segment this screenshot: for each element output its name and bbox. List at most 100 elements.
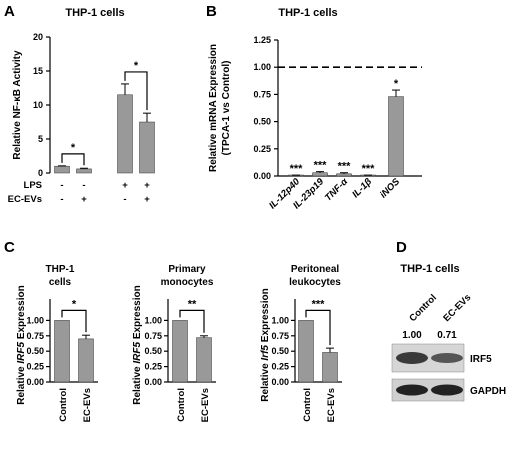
panel-c-y-tick-label: 0.25	[271, 362, 289, 372]
panel-c-y-tick-label: 0.50	[26, 346, 44, 356]
gapdh-band-label: GAPDH	[470, 386, 506, 397]
panel-c-y-label-gene: IRF5	[16, 342, 27, 364]
panel-c-y-label-pre: Relative	[16, 364, 27, 405]
irf5-band-control	[396, 352, 428, 364]
panel-a-condition-mark: -	[60, 180, 63, 191]
panel-a-y-tick-label: 20	[33, 32, 43, 42]
panel-b-x-tick-label: iNOS	[378, 176, 403, 201]
panel-c-y-tick-label: 0.25	[144, 362, 162, 372]
panel-c-y-tick-label: 0.50	[144, 346, 162, 356]
panel-d-lane-ec-evs: EC-EVs	[441, 292, 473, 324]
panel-b-y-axis-label-2: (TPCA-1 vs Control)	[221, 61, 232, 156]
panel-c-title: THP-1	[46, 264, 75, 275]
panel-b-bar	[312, 172, 328, 177]
panel-c-significance-bracket	[305, 309, 331, 346]
panel-c-y-label-post: Expression	[132, 285, 143, 342]
panel-c-y-tick-label: 0.00	[271, 377, 289, 387]
panel-c-bar	[298, 320, 314, 383]
panel-a-condition-mark: +	[144, 180, 150, 191]
panel-c-title: Peritoneal	[291, 264, 340, 275]
panel-c-y-label-pre: Relative	[260, 361, 271, 402]
panel-a-title: THP-1 cells	[65, 7, 124, 19]
panel-a-condition-mark: -	[82, 180, 85, 191]
panel-a-letter: A	[4, 3, 15, 20]
panel-b-y-tick-label: 0.00	[253, 171, 271, 181]
panel-c-peritoneal-leukocytes: Peritoneal leukocytes Relative Irf5 Expres…	[260, 264, 342, 422]
panel-a-conditions: LPS - - + + EC-EVs - + - +	[8, 180, 151, 205]
panel-d-quant-ec-evs: 0.71	[437, 330, 457, 341]
panel-a-significance-bracket	[61, 153, 85, 166]
panel-c-bar	[78, 338, 94, 383]
panel-a-bar	[54, 165, 70, 174]
panel-a-y-axis-label: Relative NF-κB Activity	[12, 50, 23, 160]
panel-a-significance-star: *	[71, 142, 76, 154]
panel-b-bars: ***IL-12p40***IL-23p19***TNF-α***IL-1β*i…	[267, 78, 404, 211]
panel-a-y-tick-label: 10	[33, 100, 43, 110]
panel-c-x-tick-label: EC-EVs	[82, 388, 93, 422]
panel-b-x-tick-label: TNF-α	[323, 176, 351, 204]
panel-c-primary-monocytes: Primary monocytes Relative IRF5 Expression…	[132, 264, 216, 422]
panel-c-y-tick-label: 0.50	[271, 346, 289, 356]
panel-b-significance-star: ***	[290, 163, 304, 175]
panel-c-y-tick-label: 1.00	[144, 315, 162, 325]
panel-a: A THP-1 cells Relative NF-κB Activity 0 5…	[4, 3, 155, 205]
panel-a-bar	[76, 168, 92, 174]
gapdh-band-ec-evs	[431, 384, 463, 396]
panel-b-y-tick-label: 0.25	[253, 144, 271, 154]
panel-a-bar	[139, 121, 155, 174]
panel-c-letter: C	[4, 239, 15, 256]
panel-c-bar	[172, 320, 188, 383]
panel-d-title: THP-1 cells	[400, 263, 459, 275]
panel-b-y-tick-label: 0.50	[253, 117, 271, 127]
panel-c-significance-star: ***	[312, 298, 326, 310]
panel-c-bar	[54, 320, 70, 383]
panel-c-y-label-pre: Relative	[132, 364, 143, 405]
panel-b-letter: B	[206, 3, 217, 20]
panel-a-condition-label: EC-EVs	[8, 194, 42, 205]
panel-b-y-tick-label: 1.25	[253, 35, 271, 45]
panel-a-y-tick-label: 15	[33, 66, 43, 76]
panel-c-y-label-post: Expression	[16, 285, 27, 342]
panel-b: B THP-1 cells Relative mRNA Expression (…	[206, 3, 422, 211]
panel-a-bars	[54, 83, 155, 174]
panel-a-condition-mark: -	[123, 194, 126, 205]
panel-c-x-tick-label: Control	[58, 388, 69, 422]
panel-a-condition-mark: -	[60, 194, 63, 205]
panel-c-significance-bracket	[179, 309, 205, 333]
panel-b-bar	[388, 96, 404, 177]
panel-b-y-tick-label: 0.75	[253, 89, 271, 99]
panel-c-title: monocytes	[161, 277, 214, 288]
panel-a-y-tick-label: 5	[38, 134, 43, 144]
gapdh-band-control	[396, 384, 428, 396]
panel-c-y-tick-label: 0.00	[26, 377, 44, 387]
panel-d: D THP-1 cells Control EC-EVs 1.00 0.71 I…	[391, 239, 506, 402]
panel-c-y-tick-label: 0.25	[26, 362, 44, 372]
panel-c-x-tick-label: EC-EVs	[200, 388, 211, 422]
panel-c-title: leukocytes	[289, 277, 341, 288]
panel-b-title: THP-1 cells	[278, 7, 337, 19]
panel-a-y-tick-label: 0	[38, 168, 43, 178]
panel-c-y-tick-label: 0.75	[26, 331, 44, 341]
panel-d-letter: D	[396, 239, 407, 256]
panel-c-y-axis-label: Relative IRF5 Expression	[16, 285, 27, 405]
panel-c-bar	[196, 337, 212, 383]
panel-a-significance-star: *	[134, 60, 139, 72]
panel-c-x-tick-label: Control	[302, 388, 313, 422]
panel-a-significance: **	[61, 60, 148, 166]
panel-c-y-tick-label: 1.00	[271, 315, 289, 325]
panel-c-significance-star: **	[188, 298, 197, 310]
panel-c-y-axis-label: Relative Irf5 Expression	[260, 288, 271, 401]
panel-a-condition-label: LPS	[24, 180, 42, 191]
irf5-band-ec-evs	[431, 353, 463, 363]
panel-c-title: Primary	[168, 264, 206, 275]
panel-c-x-tick-label: EC-EVs	[326, 388, 337, 422]
panel-c-y-label-post: Expression	[260, 288, 271, 345]
panel-c-y-tick-label: 0.75	[144, 331, 162, 341]
panel-c-y-label-gene: IRF5	[132, 342, 143, 364]
panel-c-x-tick-label: Control	[176, 388, 187, 422]
panel-c-y-tick-label: 0.75	[271, 331, 289, 341]
panel-b-significance-star: *	[394, 78, 399, 90]
panel-b-significance-star: ***	[314, 160, 328, 172]
